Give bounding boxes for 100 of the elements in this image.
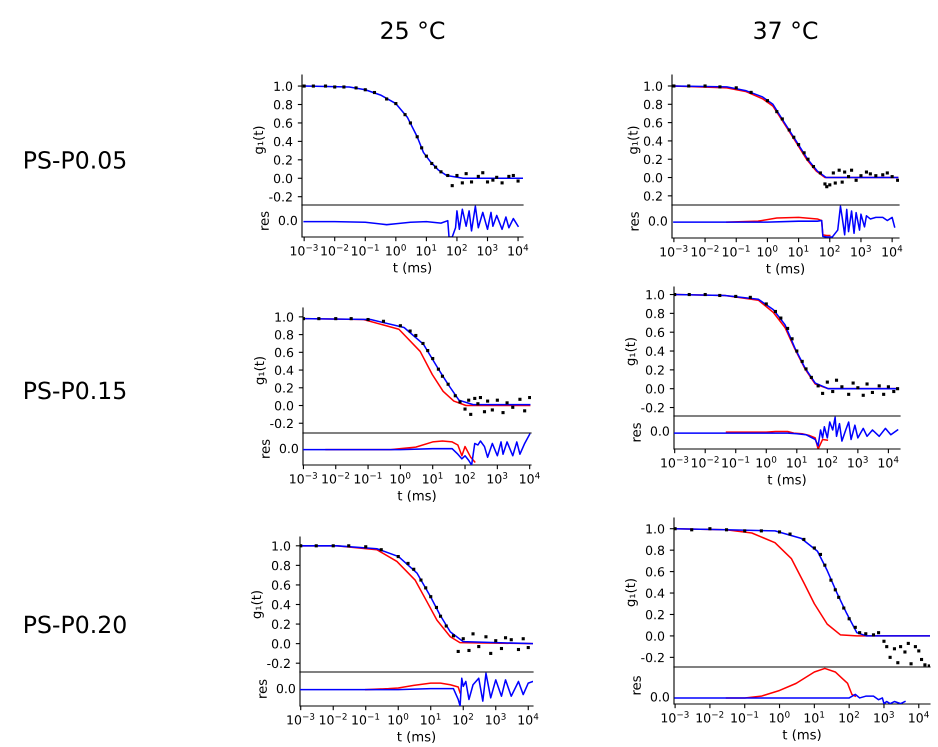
x-tick-label: 10$^{1}$ [804, 711, 824, 723]
point [866, 382, 869, 386]
point [430, 162, 434, 166]
point [507, 174, 510, 178]
y-axis-title: g₁(t) [625, 338, 638, 366]
point [424, 586, 428, 590]
y-tick-label: 0.0 [274, 174, 292, 184]
y-tick-label: 0.6 [646, 567, 664, 577]
point [460, 181, 464, 184]
point [522, 637, 525, 640]
point [412, 568, 416, 571]
x-tick-label: 10$^{−2}$ [692, 456, 719, 468]
x-tick-label: 10$^{3}$ [488, 472, 508, 484]
point [491, 178, 494, 182]
point [800, 360, 804, 363]
point [481, 171, 484, 174]
point [790, 337, 794, 340]
point [878, 384, 881, 388]
text: PS-P0.20 [25, 615, 126, 634]
y-tick-label: 0.8 [644, 100, 662, 110]
x-tick-label: 10$^{3}$ [486, 713, 506, 725]
y-tick-label: 0.8 [274, 100, 292, 110]
point [856, 386, 860, 390]
x-tick-label: 10$^{4}$ [520, 472, 540, 484]
point [470, 180, 474, 184]
x-axis-title: t (ms) [766, 263, 804, 276]
point [494, 639, 498, 642]
x-tick-label: 10$^{−1}$ [354, 472, 382, 484]
point [834, 378, 838, 382]
y-tick-label: 0.6 [274, 118, 292, 128]
x-tick-label: 10$^{1}$ [416, 244, 436, 256]
point [870, 390, 874, 394]
x-tick-label: 10$^{1}$ [421, 713, 441, 725]
point [882, 392, 886, 396]
x-tick-label: 10$^{4}$ [909, 711, 929, 723]
x-tick-label: 10$^{0}$ [756, 456, 776, 468]
y-tick-label: -0.2 [267, 658, 290, 668]
x-tick-label: 10$^{0}$ [390, 472, 410, 484]
y-tick-label: 0.0 [272, 639, 290, 649]
point [826, 380, 829, 384]
y-tick-label: 0.2 [646, 610, 664, 620]
point [495, 176, 498, 179]
y-axis-title: g₁(t) [254, 357, 267, 384]
point [424, 154, 428, 158]
y-tick-label: 0.8 [646, 546, 664, 556]
y-tick-label: 0.6 [644, 118, 662, 128]
point [840, 385, 844, 388]
point [408, 121, 412, 124]
point [444, 624, 448, 628]
point [892, 390, 896, 394]
point [852, 381, 855, 385]
point [477, 645, 480, 648]
y-tick-label: -0.2 [641, 652, 664, 662]
y-tick-label: -0.2 [269, 192, 292, 202]
point [847, 392, 850, 396]
x-tick-label: 10$^{1}$ [787, 456, 807, 468]
x-axis-title: t (ms) [393, 262, 432, 274]
point [455, 174, 459, 178]
point [450, 184, 454, 188]
y-tick-label: 0.8 [274, 330, 294, 340]
point [420, 146, 424, 150]
y-tick-label: 0.2 [274, 155, 292, 165]
y-tick-label: 0.0 [646, 384, 664, 394]
y-tick-label: 0.2 [644, 154, 662, 164]
point [456, 650, 460, 654]
y-tick-label: -0.2 [270, 418, 293, 428]
x-tick-label: 10$^{3}$ [851, 245, 871, 257]
point [896, 387, 900, 390]
x-axis-title: t (ms) [768, 474, 806, 486]
x-tick-label: 10$^{4}$ [878, 456, 898, 468]
y-tick-label: 1.0 [275, 312, 294, 322]
chart-title: 25 °C [381, 21, 444, 40]
y-tick-label: 1.0 [272, 541, 290, 551]
x-tick-label: 10$^{2}$ [447, 244, 467, 256]
y-tick-label: 0.0 [644, 173, 662, 182]
point [406, 562, 410, 565]
y-tick-label: 1.0 [644, 81, 662, 91]
x-tick-label: 10$^{−1}$ [352, 713, 380, 725]
x-tick-label: 10$^{2}$ [455, 472, 475, 484]
y-tick-label: 0.6 [646, 328, 664, 338]
y-axis-title: res [633, 423, 641, 442]
y-axis-title: res [262, 440, 270, 458]
point [862, 394, 865, 397]
point [462, 637, 465, 640]
y-tick-label: 0.0 [646, 631, 664, 641]
x-tick-label: 10$^{0}$ [386, 244, 406, 256]
y-tick-label: 0.4 [274, 136, 292, 146]
x-tick-label: 10$^{−3}$ [287, 713, 314, 725]
x-tick-label: 10$^{3}$ [478, 244, 498, 256]
point [438, 614, 442, 618]
x-tick-label: 10$^{2}$ [818, 456, 838, 468]
text: PS-P0.05 [25, 150, 126, 169]
x-tick-label: 10$^{−3}$ [290, 244, 318, 256]
x-tick-label: 10$^{4}$ [518, 713, 538, 725]
point [500, 181, 504, 184]
y-tick-label: 0.2 [644, 191, 662, 201]
y-tick-label: 1.0 [646, 290, 664, 300]
x-tick-label: 10$^{−1}$ [722, 245, 750, 257]
y-tick-label: 1.0 [274, 82, 292, 91]
point [774, 310, 778, 314]
